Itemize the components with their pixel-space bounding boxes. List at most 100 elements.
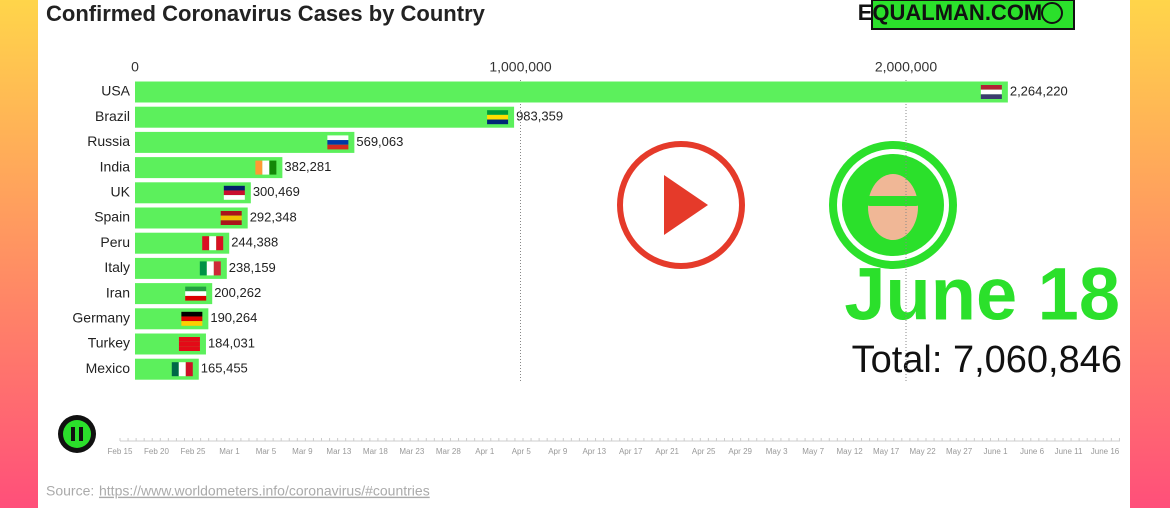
source-link[interactable]: https://www.worldometers.info/coronaviru…: [99, 483, 430, 499]
bar: [135, 157, 283, 179]
timeline-label: Mar 18: [363, 447, 388, 456]
y-tick-label: Italy: [104, 259, 130, 275]
flag-stripe: [487, 114, 509, 120]
y-tick-label: Spain: [94, 209, 130, 225]
flag-stripe: [262, 160, 270, 175]
flag-stripe: [269, 160, 277, 175]
timeline-label: May 7: [802, 447, 824, 456]
flag-stripe: [327, 140, 349, 145]
play-icon: [664, 175, 708, 235]
flag-stripe: [213, 261, 221, 276]
flag-stripe: [327, 135, 349, 141]
flag-stripe: [223, 195, 245, 200]
flag-stripe: [255, 160, 263, 175]
flag-stripe: [185, 295, 207, 301]
flag-stripe: [220, 215, 242, 221]
timeline-label: Mar 13: [326, 447, 351, 456]
flag-stripe: [202, 236, 210, 251]
value-label: 569,063: [356, 134, 403, 149]
pause-bar: [79, 427, 83, 441]
timeline-label: Feb 25: [181, 447, 206, 456]
flag-stripe: [185, 286, 207, 292]
source-label: Source:: [46, 483, 94, 499]
timeline-label: Apr 29: [728, 447, 752, 456]
brand-icon: [1041, 2, 1063, 24]
flag-stripe: [181, 321, 203, 326]
value-label: 983,359: [516, 109, 563, 124]
timeline-label: Apr 21: [655, 447, 679, 456]
y-tick-label: Germany: [72, 310, 130, 326]
y-tick-label: UK: [111, 184, 131, 200]
value-label: 292,348: [250, 209, 297, 224]
flag-stripe: [209, 236, 217, 251]
avatar-face: [868, 174, 918, 240]
x-tick-label: 0: [131, 59, 139, 75]
flag-stripe: [220, 220, 242, 225]
y-tick-label: Peru: [100, 234, 130, 250]
flag-stripe: [980, 89, 1002, 95]
value-label: 184,031: [208, 335, 255, 350]
bar: [135, 106, 515, 128]
bar: [135, 207, 248, 229]
value-label: 200,262: [214, 285, 261, 300]
bar: [135, 182, 251, 204]
flag-stripe: [327, 144, 349, 150]
flag-stripe: [178, 337, 200, 342]
flag-stripe: [223, 190, 245, 196]
y-tick-label: Brazil: [95, 108, 130, 124]
timeline-label: Feb 20: [144, 447, 169, 456]
y-tick-label: Mexico: [86, 360, 131, 376]
total-label: Total: 7,060,846: [852, 339, 1122, 381]
flag-stripe: [171, 362, 179, 377]
flag-stripe: [487, 110, 509, 115]
timeline-label: Apr 5: [512, 447, 532, 456]
value-label: 382,281: [284, 159, 331, 174]
timeline-label: May 22: [909, 447, 936, 456]
timeline-label: June 6: [1020, 447, 1045, 456]
value-label: 190,264: [210, 310, 257, 325]
timeline-label: Mar 1: [219, 447, 240, 456]
value-label: 2,264,220: [1010, 83, 1068, 98]
y-tick-label: Russia: [87, 133, 130, 149]
timeline-label: Mar 28: [436, 447, 461, 456]
timeline-label: May 12: [837, 447, 864, 456]
flag-stripe: [220, 211, 242, 216]
timeline-label: Mar 5: [256, 447, 277, 456]
timeline-label: June 1: [984, 447, 1009, 456]
value-label: 300,469: [253, 184, 300, 199]
flag-stripe: [178, 341, 200, 347]
flag-stripe: [199, 261, 207, 276]
timeline-label: Mar 9: [292, 447, 313, 456]
timeline-label: Apr 25: [692, 447, 716, 456]
x-tick-label: 2,000,000: [875, 59, 937, 75]
flag-stripe: [181, 311, 203, 317]
avatar-glasses: [866, 196, 920, 206]
y-tick-label: Turkey: [88, 335, 130, 351]
bar: [135, 131, 355, 153]
y-tick-label: India: [100, 158, 131, 174]
brand-box: [871, 0, 1075, 30]
flag-stripe: [178, 362, 186, 377]
pause-bar: [71, 427, 75, 441]
timeline-label: Apr 13: [582, 447, 606, 456]
y-tick-label: Iran: [106, 284, 130, 300]
timeline-label: June 16: [1091, 447, 1120, 456]
y-tick-label: USA: [101, 83, 130, 99]
timeline-label: June 11: [1055, 447, 1083, 456]
date-label: June 18: [844, 253, 1120, 336]
x-tick-label: 1,000,000: [489, 59, 551, 75]
flag-stripe: [216, 236, 224, 251]
flag-stripe: [206, 261, 214, 276]
flag-stripe: [178, 346, 200, 351]
value-label: 238,159: [229, 260, 276, 275]
timeline-label: Mar 23: [399, 447, 424, 456]
timeline-label: May 27: [946, 447, 973, 456]
brand: EQUALMAN.COM: [858, 0, 1043, 25]
flag-stripe: [223, 185, 245, 191]
timeline-label: May 17: [873, 447, 900, 456]
flag-stripe: [185, 291, 207, 296]
timeline-label: Apr 1: [475, 447, 495, 456]
flag-stripe: [980, 94, 1002, 99]
timeline-label: Apr 9: [548, 447, 568, 456]
